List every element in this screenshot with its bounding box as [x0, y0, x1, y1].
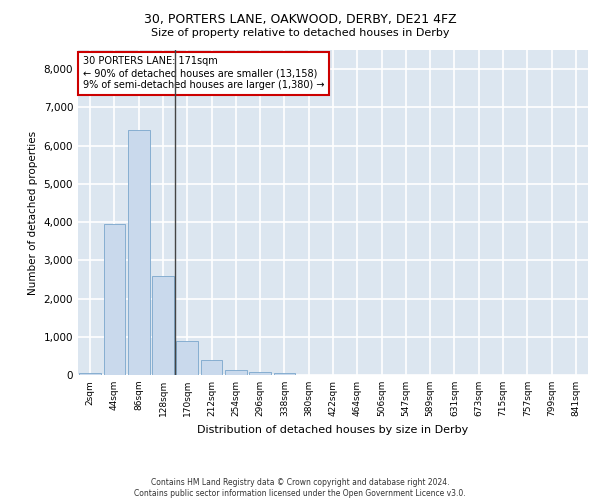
Bar — [104, 224, 125, 375]
Bar — [274, 373, 295, 375]
Text: 30 PORTERS LANE: 171sqm
← 90% of detached houses are smaller (13,158)
9% of semi: 30 PORTERS LANE: 171sqm ← 90% of detache… — [83, 56, 325, 90]
X-axis label: Distribution of detached houses by size in Derby: Distribution of detached houses by size … — [197, 424, 469, 434]
Text: Contains HM Land Registry data © Crown copyright and database right 2024.
Contai: Contains HM Land Registry data © Crown c… — [134, 478, 466, 498]
Text: Size of property relative to detached houses in Derby: Size of property relative to detached ho… — [151, 28, 449, 38]
Bar — [225, 370, 247, 375]
Bar — [152, 276, 174, 375]
Bar — [176, 340, 198, 375]
Bar — [249, 372, 271, 375]
Text: 30, PORTERS LANE, OAKWOOD, DERBY, DE21 4FZ: 30, PORTERS LANE, OAKWOOD, DERBY, DE21 4… — [143, 12, 457, 26]
Bar — [79, 372, 101, 375]
Y-axis label: Number of detached properties: Number of detached properties — [28, 130, 38, 294]
Bar — [128, 130, 149, 375]
Bar — [200, 360, 223, 375]
